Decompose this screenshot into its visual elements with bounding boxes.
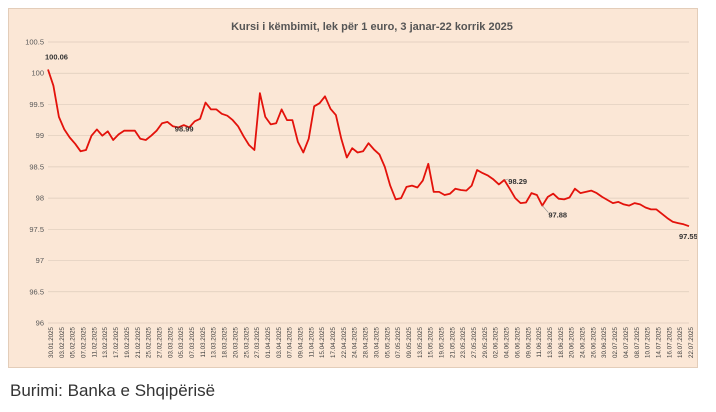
y-axis-ticks: 96 96.5 97 97.5 98 98.5 99 99.5 100 100.5 xyxy=(25,38,44,328)
x-tick-label: 02.06.2025 xyxy=(493,326,500,358)
y-tick-label: 97 xyxy=(36,256,44,265)
x-tick-label: 13.02.2025 xyxy=(102,326,109,358)
chart-frame: Kursi i këmbimit, lek për 1 euro, 3 jana… xyxy=(8,8,698,368)
x-tick-label: 28.04.2025 xyxy=(363,326,370,358)
y-tick-label: 99.5 xyxy=(29,100,44,109)
x-tick-label: 01.04.2025 xyxy=(265,326,272,358)
x-tick-label: 18.06.2025 xyxy=(558,326,565,358)
x-tick-label: 09.06.2025 xyxy=(525,326,532,358)
annotations: 100.06 98.99 98.29 97.88 97.55 xyxy=(45,52,697,241)
y-tick-label: 100.5 xyxy=(25,38,44,47)
x-tick-label: 07.02.2025 xyxy=(81,326,88,358)
x-tick-label: 24.06.2025 xyxy=(580,326,587,358)
y-tick-label: 96 xyxy=(36,319,44,328)
x-tick-label: 27.03.2025 xyxy=(254,326,261,358)
x-tick-label: 10.07.2025 xyxy=(645,326,652,358)
x-tick-label: 16.07.2025 xyxy=(666,326,673,358)
exchange-rate-line xyxy=(47,69,690,228)
x-tick-label: 17.02.2025 xyxy=(113,326,120,358)
x-tick-label: 07.03.2025 xyxy=(189,326,196,358)
x-tick-label: 14.07.2025 xyxy=(655,326,662,358)
y-tick-label: 98 xyxy=(36,194,44,203)
x-tick-label: 30.04.2025 xyxy=(373,326,380,358)
x-tick-label: 13.06.2025 xyxy=(547,326,554,358)
x-tick-label: 30.01.2025 xyxy=(48,326,55,358)
x-tick-label: 17.04.2025 xyxy=(330,326,337,358)
x-tick-label: 15.04.2025 xyxy=(319,326,326,358)
x-tick-label: 29.05.2025 xyxy=(482,326,489,358)
x-tick-label: 05.02.2025 xyxy=(70,326,77,358)
x-tick-label: 06.06.2025 xyxy=(514,326,521,358)
annotation-label: 98.99 xyxy=(175,124,194,133)
x-tick-label: 25.02.2025 xyxy=(146,326,153,358)
chart-title: Kursi i këmbimit, lek për 1 euro, 3 jana… xyxy=(231,21,513,33)
annotation-leader xyxy=(542,205,549,213)
x-tick-label: 23.05.2025 xyxy=(460,326,467,358)
x-tick-label: 21.02.2025 xyxy=(135,326,142,358)
annotation-label: 97.88 xyxy=(548,211,567,220)
x-tick-label: 20.06.2025 xyxy=(569,326,576,358)
x-tick-label: 27.02.2025 xyxy=(156,326,163,358)
x-tick-label: 25.03.2025 xyxy=(243,326,250,358)
y-tick-label: 98.5 xyxy=(29,162,44,171)
y-tick-label: 99 xyxy=(36,131,44,140)
x-tick-label: 05.03.2025 xyxy=(178,326,185,358)
y-tick-label: 96.5 xyxy=(29,287,44,296)
x-tick-label: 27.05.2025 xyxy=(471,326,478,358)
source-note: Burimi: Banka e Shqipërisë xyxy=(10,381,216,400)
x-tick-label: 13.03.2025 xyxy=(211,326,218,358)
x-tick-label: 04.06.2025 xyxy=(504,326,511,358)
grid-layer xyxy=(48,41,689,324)
x-tick-label: 11.06.2025 xyxy=(536,326,543,357)
x-tick-label: 09.04.2025 xyxy=(297,326,304,358)
x-tick-label: 03.02.2025 xyxy=(59,326,66,358)
annotation-label: 98.29 xyxy=(508,177,527,186)
x-tick-label: 18.07.2025 xyxy=(677,326,684,358)
x-tick-label: 20.03.2025 xyxy=(232,326,239,358)
annotation-leader xyxy=(504,178,509,181)
x-tick-label: 11.02.2025 xyxy=(91,326,98,357)
x-axis-ticks: 30.01.2025 03.02.2025 05.02.2025 07.02.2025… xyxy=(48,326,695,358)
y-tick-label: 97.5 xyxy=(29,225,44,234)
x-tick-label: 02.07.2025 xyxy=(612,326,619,358)
x-tick-label: 19.05.2025 xyxy=(439,326,446,358)
x-tick-label: 26.06.2025 xyxy=(590,326,597,358)
x-tick-label: 03.03.2025 xyxy=(167,326,174,358)
line-chart: Kursi i këmbimit, lek për 1 euro, 3 jana… xyxy=(25,21,697,358)
x-tick-label: 19.02.2025 xyxy=(124,326,131,358)
x-tick-label: 05.05.2025 xyxy=(384,326,391,358)
x-tick-label: 03.04.2025 xyxy=(276,326,283,358)
x-tick-label: 11.04.2025 xyxy=(308,326,315,357)
x-tick-label: 08.07.2025 xyxy=(634,326,641,358)
y-tick-label: 100 xyxy=(31,69,44,78)
x-tick-label: 21.05.2025 xyxy=(449,326,456,358)
annotation-label: 97.55 xyxy=(679,232,697,241)
annotation-label: 100.06 xyxy=(45,52,68,61)
x-tick-label: 09.05.2025 xyxy=(406,326,413,358)
x-tick-label: 13.05.2025 xyxy=(417,326,424,358)
x-tick-label: 24.04.2025 xyxy=(352,326,359,358)
x-tick-label: 04.07.2025 xyxy=(623,326,630,358)
x-tick-label: 11.03.2025 xyxy=(200,326,207,357)
x-tick-label: 07.04.2025 xyxy=(287,326,294,358)
x-tick-label: 30.06.2025 xyxy=(601,326,608,358)
x-tick-label: 22.04.2025 xyxy=(341,326,348,358)
x-tick-label: 07.05.2025 xyxy=(395,326,402,358)
x-tick-label: 18.03.2025 xyxy=(222,326,229,358)
x-tick-label: 22.07.2025 xyxy=(688,326,695,358)
x-tick-label: 15.05.2025 xyxy=(428,326,435,358)
